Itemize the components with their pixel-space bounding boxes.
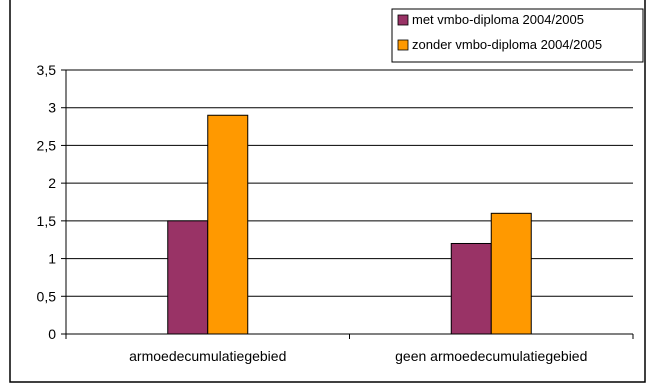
x-ticks: armoedecumulatiegebied geen armoedecumula… bbox=[65, 334, 634, 364]
x-tick-label: armoedecumulatiegebied bbox=[129, 348, 286, 364]
bar-met-vmbo-0 bbox=[167, 220, 209, 335]
y-tick-label: 0 bbox=[48, 326, 56, 342]
legend-label-zonder-vmbo: zonder vmbo-diploma 2004/2005 bbox=[412, 37, 602, 52]
gridlines bbox=[66, 69, 633, 297]
x-tick-label: geen armoedecumulatiegebied bbox=[395, 348, 587, 364]
y-tick-label: 3,5 bbox=[37, 62, 57, 78]
legend-swatch-zonder-vmbo bbox=[397, 39, 409, 51]
chart-frame bbox=[9, 0, 646, 383]
bar-met-vmbo-1 bbox=[450, 242, 492, 335]
legend-swatch-met-vmbo bbox=[397, 14, 409, 26]
legend-label-met-vmbo: met vmbo-diploma 2004/2005 bbox=[412, 12, 584, 27]
legend-box bbox=[391, 8, 644, 63]
y-tick-label: 3 bbox=[48, 100, 56, 116]
y-ticks: 0 0,5 1 1,5 2 2,5 3 3,5 bbox=[37, 62, 66, 342]
bar-zonder-vmbo-0 bbox=[207, 114, 249, 335]
bars bbox=[167, 114, 532, 335]
y-tick-label: 1,5 bbox=[37, 213, 57, 229]
y-tick-label: 0,5 bbox=[37, 288, 57, 304]
y-tick-label: 2,5 bbox=[37, 137, 57, 153]
legend: met vmbo-diploma 2004/2005 zonder vmbo-d… bbox=[391, 8, 644, 63]
y-tick-label: 1 bbox=[48, 251, 56, 267]
bar-zonder-vmbo-1 bbox=[490, 212, 532, 335]
y-tick-label: 2 bbox=[48, 175, 56, 191]
